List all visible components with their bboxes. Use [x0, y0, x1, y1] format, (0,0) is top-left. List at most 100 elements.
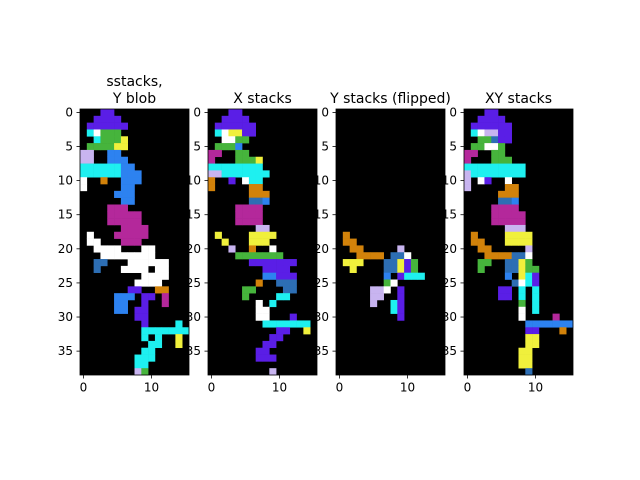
- pixel-cell: [100, 109, 108, 117]
- pixel-cell: [484, 163, 492, 171]
- pixel-cell: [484, 252, 492, 260]
- pixel-cell: [107, 115, 115, 123]
- pixel-cell: [120, 224, 128, 233]
- pixel-cell: [491, 252, 499, 260]
- pixel-cell: [504, 272, 512, 280]
- pixel-cell: [86, 156, 94, 164]
- pixel-cell: [504, 163, 512, 171]
- pixel-cell: [228, 177, 236, 185]
- pixel-cell: [498, 129, 506, 137]
- pixel-cell: [296, 320, 304, 328]
- pixel-cell: [349, 238, 357, 246]
- pixel-cell: [262, 347, 270, 355]
- pixel-cell: [255, 299, 263, 308]
- pixel-cell: [120, 156, 128, 164]
- pixel-cell: [511, 163, 519, 171]
- pixel-cell: [484, 115, 492, 123]
- pixel-cell: [100, 170, 108, 178]
- pixel-cell: [134, 252, 142, 260]
- pixel-cell: [532, 340, 540, 349]
- pixel-cell: [470, 129, 478, 137]
- pixel-cell: [464, 170, 472, 178]
- pixel-cell: [464, 177, 472, 185]
- pixel-cell: [511, 184, 519, 192]
- xtick-label: 0: [336, 381, 344, 395]
- pixel-cell: [248, 204, 256, 212]
- pixel-cell: [390, 299, 398, 308]
- pixel-cell: [134, 368, 142, 376]
- pixel-cell: [262, 320, 270, 328]
- pixel-cell: [161, 293, 169, 301]
- pixel-cell: [470, 122, 478, 130]
- pixel-cell: [532, 279, 540, 287]
- pixel-cell: [100, 177, 108, 185]
- pixel-cell: [86, 231, 94, 239]
- xtick-label: 0: [208, 381, 216, 395]
- pixel-cell: [120, 211, 128, 219]
- pixel-cell: [370, 286, 378, 294]
- ytick-label: 5: [321, 140, 329, 154]
- pixel-cell: [114, 211, 122, 219]
- pixel-cell: [107, 143, 115, 151]
- pixel-cell: [228, 129, 236, 137]
- pixel-cell: [276, 293, 284, 301]
- pixel-cell: [120, 265, 128, 273]
- pixel-cell: [498, 143, 506, 151]
- pixel-cell: [255, 218, 263, 226]
- pixel-cell: [154, 286, 163, 294]
- pixel-cell: [134, 177, 142, 185]
- pixel-cell: [127, 197, 135, 205]
- pixel-cell: [127, 252, 135, 260]
- pixel-cell: [255, 163, 263, 171]
- pixel-cell: [107, 136, 115, 144]
- pixel-cell: [161, 272, 169, 280]
- pixel-cell: [518, 265, 526, 273]
- pixel-cell: [477, 129, 485, 137]
- pixel-cell: [107, 252, 115, 260]
- pixel-cell: [235, 218, 243, 226]
- pixel-cell: [235, 170, 243, 178]
- pixel-cell: [93, 245, 101, 253]
- axes-frame: [79, 108, 190, 376]
- pixel-cell: [100, 136, 108, 144]
- pixel-cell: [376, 252, 384, 260]
- pixel-cell: [120, 231, 128, 239]
- pixel-cell: [141, 272, 149, 280]
- pixel-cell: [100, 129, 108, 137]
- subplot-1: 0 5 10 15 20 25 30 35 0 10 sstacks,Y blob: [58, 74, 190, 395]
- pixel-cell: [262, 313, 270, 321]
- pixel-cell: [120, 204, 128, 212]
- pixel-cell: [214, 143, 222, 151]
- pixel-cell: [477, 245, 485, 253]
- xtick-label: 10: [400, 381, 415, 395]
- ytick-label: 35: [58, 344, 73, 358]
- pixel-cell: [175, 327, 183, 335]
- pixel-cell: [498, 204, 506, 212]
- pixel-cell: [127, 265, 135, 273]
- pixel-cell: [107, 109, 115, 117]
- pixel-cell: [214, 122, 222, 130]
- pixel-cell: [208, 156, 216, 164]
- pixel-cell: [141, 299, 149, 308]
- ytick-label: 35: [442, 344, 457, 358]
- pixel-cell: [154, 265, 163, 273]
- pixel-cell: [410, 265, 419, 273]
- pixel-cell: [397, 293, 405, 301]
- pixel-cell: [208, 163, 216, 171]
- pixel-cell: [114, 143, 122, 151]
- pixel-cell: [242, 136, 250, 144]
- pixel-cell: [134, 265, 142, 273]
- pixel-cell: [242, 156, 250, 164]
- pixel-cell: [141, 347, 149, 355]
- pixel-cell: [248, 197, 256, 205]
- pixel-cell: [228, 170, 236, 178]
- ytick-label: 10: [58, 174, 73, 188]
- pixel-cell: [349, 265, 357, 273]
- pixel-cell: [127, 184, 135, 192]
- pixel-cell: [148, 279, 156, 287]
- pixel-cell: [491, 156, 499, 164]
- pixel-cell: [242, 163, 250, 171]
- ytick-label: 35: [186, 344, 201, 358]
- pixel-cell: [511, 218, 519, 226]
- pixel-cell: [235, 109, 243, 117]
